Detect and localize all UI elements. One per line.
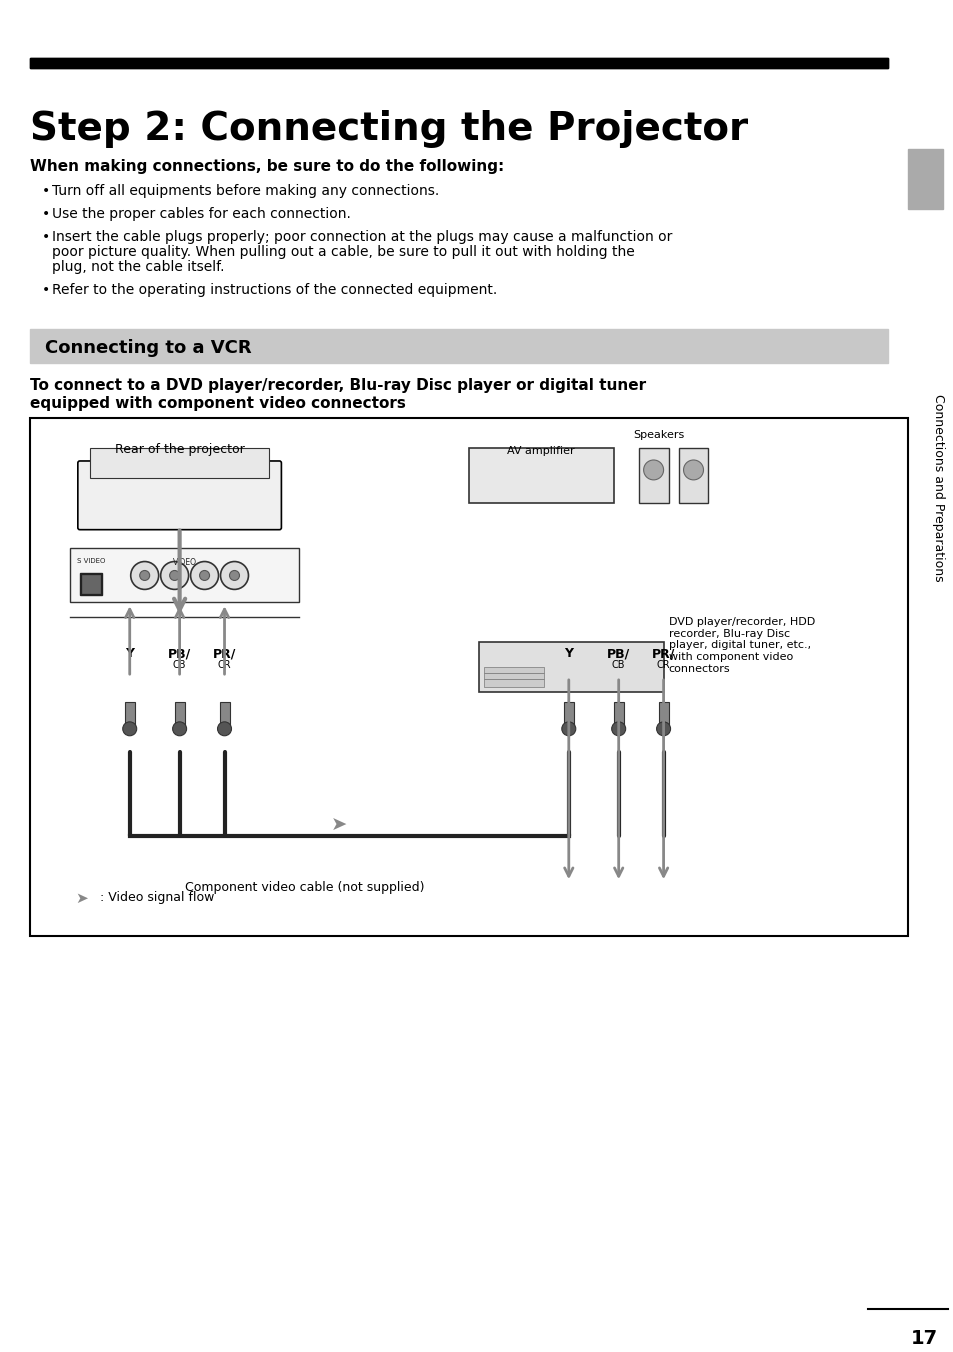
Bar (678, 448, 708, 503)
Circle shape (643, 460, 663, 480)
Text: CB: CB (172, 660, 186, 671)
Bar (483, 673, 543, 679)
Bar (907, 149, 942, 210)
Bar (483, 679, 543, 687)
Bar (658, 702, 668, 727)
Text: S VIDEO: S VIDEO (76, 557, 105, 564)
Circle shape (220, 561, 248, 589)
Text: •: • (42, 207, 51, 222)
Bar (638, 448, 668, 503)
Text: Refer to the operating instructions of the connected equipment.: Refer to the operating instructions of t… (51, 283, 497, 296)
Circle shape (131, 561, 158, 589)
Circle shape (170, 571, 179, 580)
Text: Y: Y (563, 648, 573, 660)
Text: Connections and Preparations: Connections and Preparations (930, 393, 943, 581)
Text: : Video signal flow: : Video signal flow (100, 891, 213, 904)
Text: PR/: PR/ (213, 648, 236, 660)
Text: Rear of the projector: Rear of the projector (114, 443, 244, 456)
Bar (867, 1305, 947, 1329)
Text: CR: CR (217, 660, 231, 671)
Circle shape (160, 561, 189, 589)
Bar (174, 702, 185, 727)
Text: DVD player/recorder, HDD
recorder, Blu-ray Disc
player, digital tuner, etc.,
wit: DVD player/recorder, HDD recorder, Blu-r… (668, 618, 814, 673)
Bar (30, 58, 887, 68)
Text: ➤: ➤ (331, 817, 347, 836)
Circle shape (611, 722, 625, 735)
Text: AV amplifier: AV amplifier (506, 446, 574, 456)
Text: PR/: PR/ (651, 648, 675, 660)
Text: •: • (42, 283, 51, 296)
Text: To connect to a DVD player/recorder, Blu-ray Disc player or digital tuner
equipp: To connect to a DVD player/recorder, Blu… (30, 379, 645, 411)
Text: 17: 17 (910, 1329, 937, 1348)
Text: Speakers: Speakers (632, 430, 683, 441)
Circle shape (172, 722, 187, 735)
Text: Use the proper cables for each connection.: Use the proper cables for each connectio… (51, 207, 351, 222)
Text: poor picture quality. When pulling out a cable, be sure to pull it out with hold: poor picture quality. When pulling out a… (51, 245, 634, 260)
Circle shape (230, 571, 239, 580)
Text: When making connections, be sure to do the following:: When making connections, be sure to do t… (30, 160, 503, 174)
Text: •: • (42, 184, 51, 199)
Bar (70, 548, 299, 603)
Text: Step 2: Connecting the Projector: Step 2: Connecting the Projector (30, 110, 747, 147)
Circle shape (561, 722, 576, 735)
Text: •: • (42, 230, 51, 243)
Bar (478, 642, 663, 692)
Circle shape (139, 571, 150, 580)
Bar (80, 573, 102, 595)
Bar (613, 702, 623, 727)
FancyBboxPatch shape (78, 461, 281, 530)
Bar (30, 418, 907, 936)
Bar (82, 576, 100, 594)
Circle shape (217, 722, 232, 735)
Bar (30, 329, 887, 364)
Bar (469, 448, 613, 503)
Text: Insert the cable plugs properly; poor connection at the plugs may cause a malfun: Insert the cable plugs properly; poor co… (51, 230, 672, 243)
Text: PB/: PB/ (606, 648, 630, 660)
Text: CR: CR (656, 660, 670, 671)
Circle shape (199, 571, 210, 580)
Bar (219, 702, 230, 727)
Bar (125, 702, 134, 727)
Text: CB: CB (611, 660, 625, 671)
Text: VIDEO: VIDEO (172, 557, 196, 566)
Text: Turn off all equipments before making any connections.: Turn off all equipments before making an… (51, 184, 438, 199)
Circle shape (683, 460, 702, 480)
Bar (563, 702, 573, 727)
Bar (30, 58, 887, 68)
Text: ➤: ➤ (74, 891, 88, 906)
Text: Y: Y (125, 648, 134, 660)
Circle shape (123, 722, 136, 735)
Text: plug, not the cable itself.: plug, not the cable itself. (51, 260, 224, 274)
Circle shape (656, 722, 670, 735)
Text: PB/: PB/ (168, 648, 191, 660)
Bar (483, 667, 543, 673)
Bar (90, 448, 269, 477)
Text: Connecting to a VCR: Connecting to a VCR (45, 339, 252, 357)
Circle shape (191, 561, 218, 589)
Text: Component video cable (not supplied): Component video cable (not supplied) (185, 882, 424, 894)
